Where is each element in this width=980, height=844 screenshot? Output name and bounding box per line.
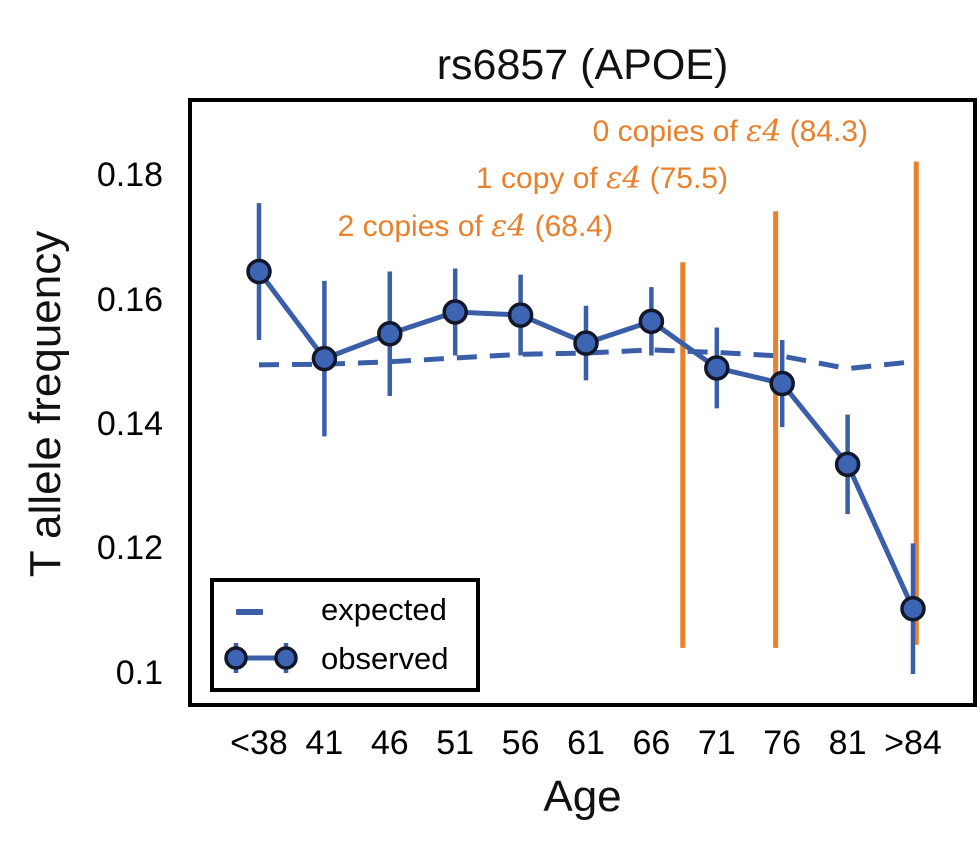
x-tick-label: <38	[230, 724, 288, 762]
data-point-marker	[769, 370, 795, 397]
observed-legend-swatch	[224, 643, 298, 673]
epsilon4-annotation: 0 copies of ε4 (84.3)	[592, 114, 868, 149]
data-point-marker	[377, 321, 403, 347]
observed-swatch-marker	[274, 646, 298, 670]
x-tick-label: 46	[370, 724, 409, 762]
epsilon4-annotation: 1 copy of ε4 (75.5)	[476, 161, 728, 196]
data-point-marker	[900, 595, 926, 622]
x-tick-label: 51	[436, 724, 475, 762]
data-point-marker	[442, 299, 468, 325]
expected-dashed-line	[258, 347, 914, 372]
epsilon4-annotation: 2 copies of ε4 (68.4)	[337, 209, 613, 244]
x-tick-label: 71	[697, 724, 736, 762]
legend-label-expected: expected	[321, 592, 447, 627]
data-point-marker	[638, 308, 665, 335]
epsilon4-symbol: ε4	[746, 114, 782, 149]
x-tick-label: 76	[763, 724, 802, 762]
chart-title: rs6857 (APOE)	[436, 41, 729, 89]
y-tick-label: 0.1	[115, 653, 163, 692]
y-tick-label: 0.16	[96, 280, 163, 319]
data-point-marker	[246, 258, 272, 285]
data-point-marker	[834, 451, 861, 478]
data-point-marker	[311, 345, 338, 372]
data-point-marker	[507, 302, 534, 328]
y-tick-label: 0.18	[96, 156, 163, 195]
expected-legend-swatch	[236, 609, 263, 615]
x-axis-label: Age	[543, 772, 622, 821]
legend: expected observed	[210, 578, 480, 692]
x-tick-label: 61	[567, 724, 605, 762]
y-tick-label: 0.14	[96, 404, 163, 443]
x-tick-label: 41	[305, 724, 344, 762]
epsilon4-symbol: ε4	[491, 209, 527, 244]
y-tick-label: 0.12	[96, 529, 163, 568]
epsilon4-symbol: ε4	[606, 161, 642, 196]
observed-swatch-marker	[224, 646, 248, 670]
x-tick-label: 56	[501, 724, 540, 762]
data-point-marker	[704, 355, 730, 381]
x-tick-label: 81	[828, 724, 867, 762]
data-point-marker	[573, 330, 599, 356]
legend-label-observed: observed	[321, 641, 449, 676]
x-tick-label: 66	[632, 724, 671, 762]
plot-border	[188, 98, 977, 707]
x-tick-label: >84	[884, 724, 942, 762]
